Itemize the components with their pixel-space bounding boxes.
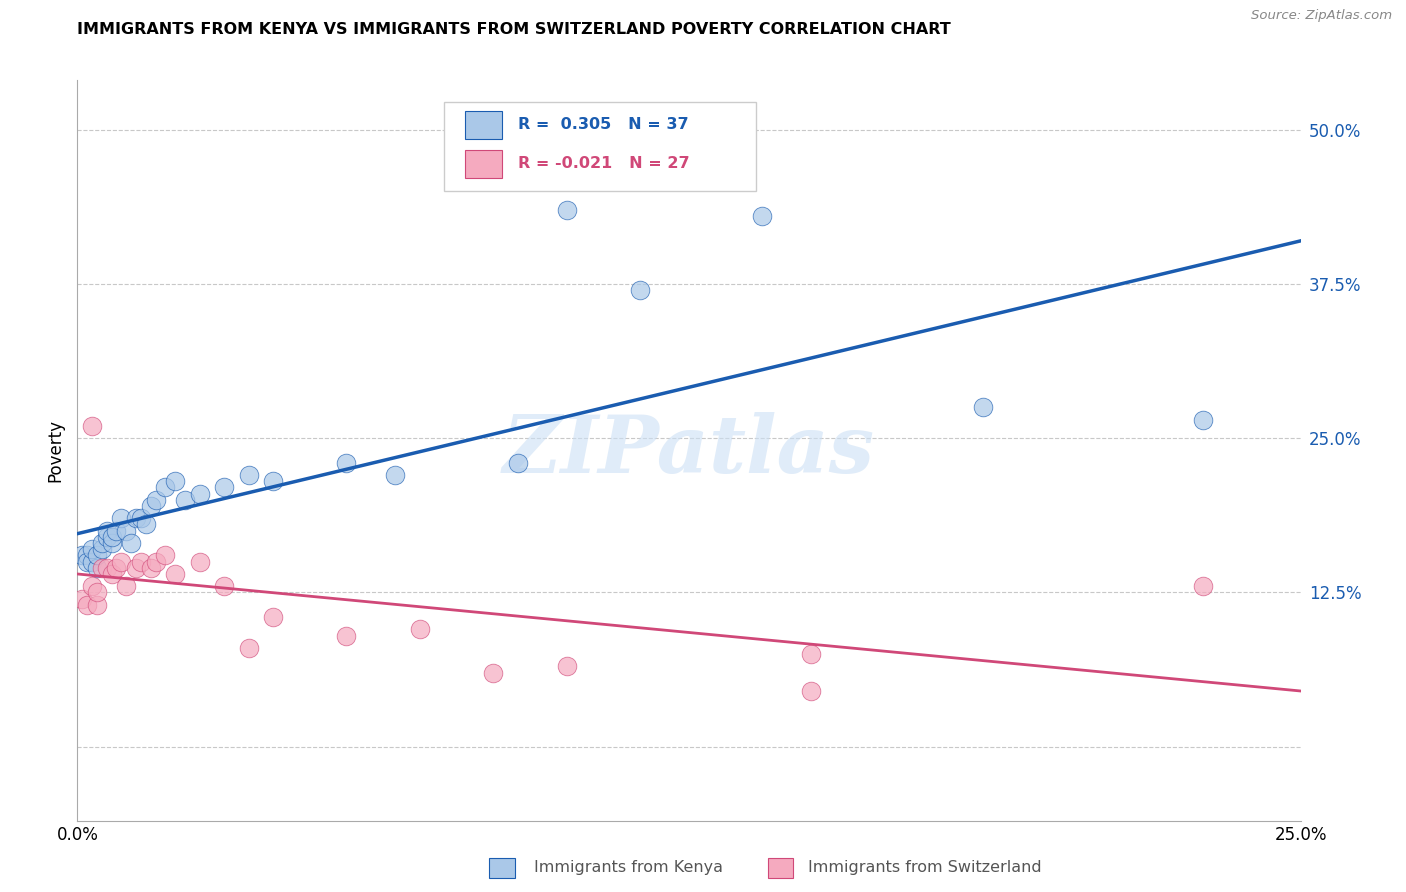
Point: [555, 659, 578, 673]
Text: Immigrants from Kenya: Immigrants from Kenya: [534, 860, 723, 874]
Point: [145, 555, 167, 569]
Point: [105, 524, 128, 538]
Point: [1191, 579, 1213, 593]
Point: [555, 202, 578, 217]
Point: [129, 511, 152, 525]
Point: [335, 629, 357, 643]
Point: [115, 524, 138, 538]
Point: [90, 560, 112, 574]
Point: [86, 560, 108, 574]
Point: [76, 555, 98, 569]
Point: [100, 536, 122, 550]
Point: [96, 560, 118, 574]
Point: [751, 209, 773, 223]
Point: [100, 566, 122, 581]
Point: [125, 511, 148, 525]
Point: [165, 475, 187, 489]
Text: Source: ZipAtlas.com: Source: ZipAtlas.com: [1251, 9, 1392, 22]
Point: [105, 560, 128, 574]
Point: [972, 401, 994, 415]
Point: [628, 283, 651, 297]
Point: [800, 647, 823, 661]
Point: [238, 640, 260, 655]
Point: [86, 598, 108, 612]
FancyBboxPatch shape: [444, 103, 756, 192]
Point: [129, 555, 152, 569]
Text: IMMIGRANTS FROM KENYA VS IMMIGRANTS FROM SWITZERLAND POVERTY CORRELATION CHART: IMMIGRANTS FROM KENYA VS IMMIGRANTS FROM…: [77, 22, 950, 37]
Point: [76, 598, 98, 612]
Point: [115, 579, 138, 593]
Point: [90, 542, 112, 557]
Point: [155, 481, 177, 495]
Point: [800, 684, 823, 698]
Point: [145, 492, 167, 507]
Bar: [489, 858, 515, 878]
Point: [212, 481, 235, 495]
Bar: [465, 111, 502, 139]
Point: [139, 499, 162, 513]
Point: [238, 468, 260, 483]
Point: [174, 492, 197, 507]
Point: [409, 623, 432, 637]
Point: [335, 456, 357, 470]
Point: [110, 511, 132, 525]
Point: [188, 486, 211, 500]
Point: [70, 591, 93, 606]
Point: [155, 549, 177, 563]
Y-axis label: Poverty: Poverty: [46, 419, 65, 482]
Text: R = -0.021   N = 27: R = -0.021 N = 27: [517, 156, 689, 171]
Point: [120, 536, 142, 550]
Point: [86, 585, 108, 599]
Point: [506, 456, 529, 470]
Point: [86, 549, 108, 563]
Point: [80, 418, 103, 433]
Point: [70, 549, 93, 563]
Point: [262, 475, 284, 489]
Point: [110, 555, 132, 569]
Point: [482, 665, 505, 680]
Text: Immigrants from Switzerland: Immigrants from Switzerland: [808, 860, 1042, 874]
Text: ZIPatlas: ZIPatlas: [503, 412, 875, 489]
Point: [96, 524, 118, 538]
Point: [262, 610, 284, 624]
Point: [80, 579, 103, 593]
Point: [212, 579, 235, 593]
Point: [188, 555, 211, 569]
Point: [96, 530, 118, 544]
Point: [165, 566, 187, 581]
Bar: [768, 858, 793, 878]
Bar: [465, 150, 502, 178]
Point: [80, 542, 103, 557]
Point: [384, 468, 406, 483]
Point: [135, 517, 157, 532]
Point: [90, 536, 112, 550]
Point: [100, 530, 122, 544]
Point: [76, 549, 98, 563]
Point: [1191, 412, 1213, 426]
Point: [80, 555, 103, 569]
Point: [125, 560, 148, 574]
Point: [139, 560, 162, 574]
Text: R =  0.305   N = 37: R = 0.305 N = 37: [517, 117, 689, 132]
